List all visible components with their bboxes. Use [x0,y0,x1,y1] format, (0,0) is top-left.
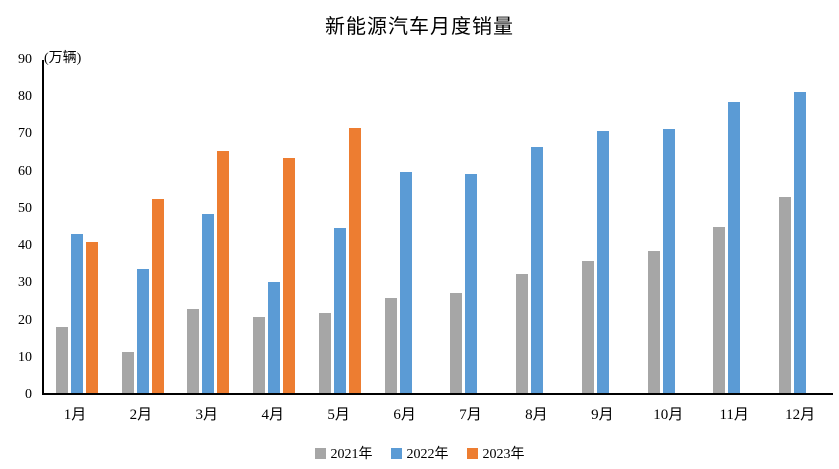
bar-2023年-2月 [151,198,164,393]
legend-label: 2023年 [482,447,525,462]
bar-group-6月 [373,60,439,393]
x-axis-label: 9月 [591,407,614,423]
bar-group-1月 [44,60,110,393]
x-axis-label: 8月 [525,407,548,423]
bar-2022年-8月 [531,146,544,393]
bar-2022年-4月 [268,282,281,393]
bar-group-4月 [241,60,307,393]
bar-2023年-1月 [85,242,98,393]
bar-2022年-9月 [596,131,609,393]
bar-2022年-11月 [728,102,741,393]
x-axis-label: 1月 [63,407,87,423]
bar-2023年-5月 [348,127,361,393]
bar-groups [44,60,833,393]
bar-2021年-6月 [384,298,397,393]
y-axis-tick-label: 40 [18,238,32,254]
bar-2021年-4月 [253,316,266,393]
y-axis-tick-label: 70 [18,126,32,142]
bar-group-8月 [504,60,570,393]
legend-swatch-icon [314,447,326,459]
bar-2021年-9月 [581,260,594,393]
bar-group-5月 [307,60,373,393]
x-axis-label: 5月 [327,407,350,423]
y-axis-tick-label: 0 [25,387,32,402]
y-axis-tick-label: 20 [18,312,32,328]
y-axis: 90 80 70 60 50 40 30 20 10 0 [0,53,32,402]
bar-2021年-11月 [713,226,726,393]
bar-group-10月 [636,60,702,393]
bar-2023年-3月 [217,151,230,393]
y-axis-tick-label: 50 [18,200,32,216]
plot-area [42,60,833,395]
bar-group-12月 [767,60,833,393]
x-axis-label: 2月 [129,407,153,423]
bar-2021年-12月 [779,196,792,393]
bar-2022年-6月 [399,172,412,393]
bar-2021年-1月 [55,326,68,393]
bar-2022年-10月 [662,128,675,393]
bar-group-11月 [702,60,768,393]
legend-swatch-icon [466,447,478,459]
y-axis-tick-label: 60 [18,163,32,179]
bar-2022年-12月 [794,91,807,393]
legend-item-2022年: 2022年 [390,443,449,463]
legend-item-2023年: 2023年 [466,443,525,463]
y-axis-unit-label: (万辆) [44,51,82,66]
x-axis-label: 12月 [785,407,816,423]
legend-label: 2022年 [406,447,449,462]
bar-group-3月 [176,60,242,393]
x-axis: 1月 2月 3月 4月 5月 6月 7月 8月 9月 10月 11月 12月 [42,403,833,424]
bar-2021年-8月 [516,274,529,393]
bar-2022年-1月 [70,233,83,393]
bar-group-7月 [439,60,505,393]
bar-2021年-3月 [187,309,200,393]
bar-2022年-5月 [333,227,346,393]
legend-label: 2021年 [330,447,373,462]
chart-title: 新能源汽车月度销量 [325,16,514,38]
bar-2022年-2月 [136,269,149,393]
bar-2021年-2月 [121,352,134,393]
bar-2021年-10月 [647,251,660,393]
bar-group-9月 [570,60,636,393]
y-axis-tick-label: 80 [18,89,32,105]
legend: 2021年 2022年 2023年 [0,443,839,463]
x-axis-label: 6月 [393,407,416,423]
bar-2022年-7月 [465,173,478,393]
x-axis-label: 7月 [459,407,482,423]
x-axis-label: 10月 [653,407,684,423]
x-axis-label: 4月 [261,407,284,423]
bar-2021年-5月 [318,312,331,393]
x-axis-label: 3月 [195,407,219,423]
y-axis-tick-label: 90 [18,52,32,67]
bar-group-2月 [110,60,176,393]
legend-item-2021年: 2021年 [314,443,373,463]
bar-2021年-7月 [450,292,463,393]
y-axis-tick-label: 30 [18,275,32,291]
x-axis-label: 11月 [719,407,749,423]
bar-2023年-4月 [283,157,296,393]
legend-swatch-icon [390,447,402,459]
y-axis-tick-label: 10 [18,349,32,365]
bar-2022年-3月 [202,213,215,393]
